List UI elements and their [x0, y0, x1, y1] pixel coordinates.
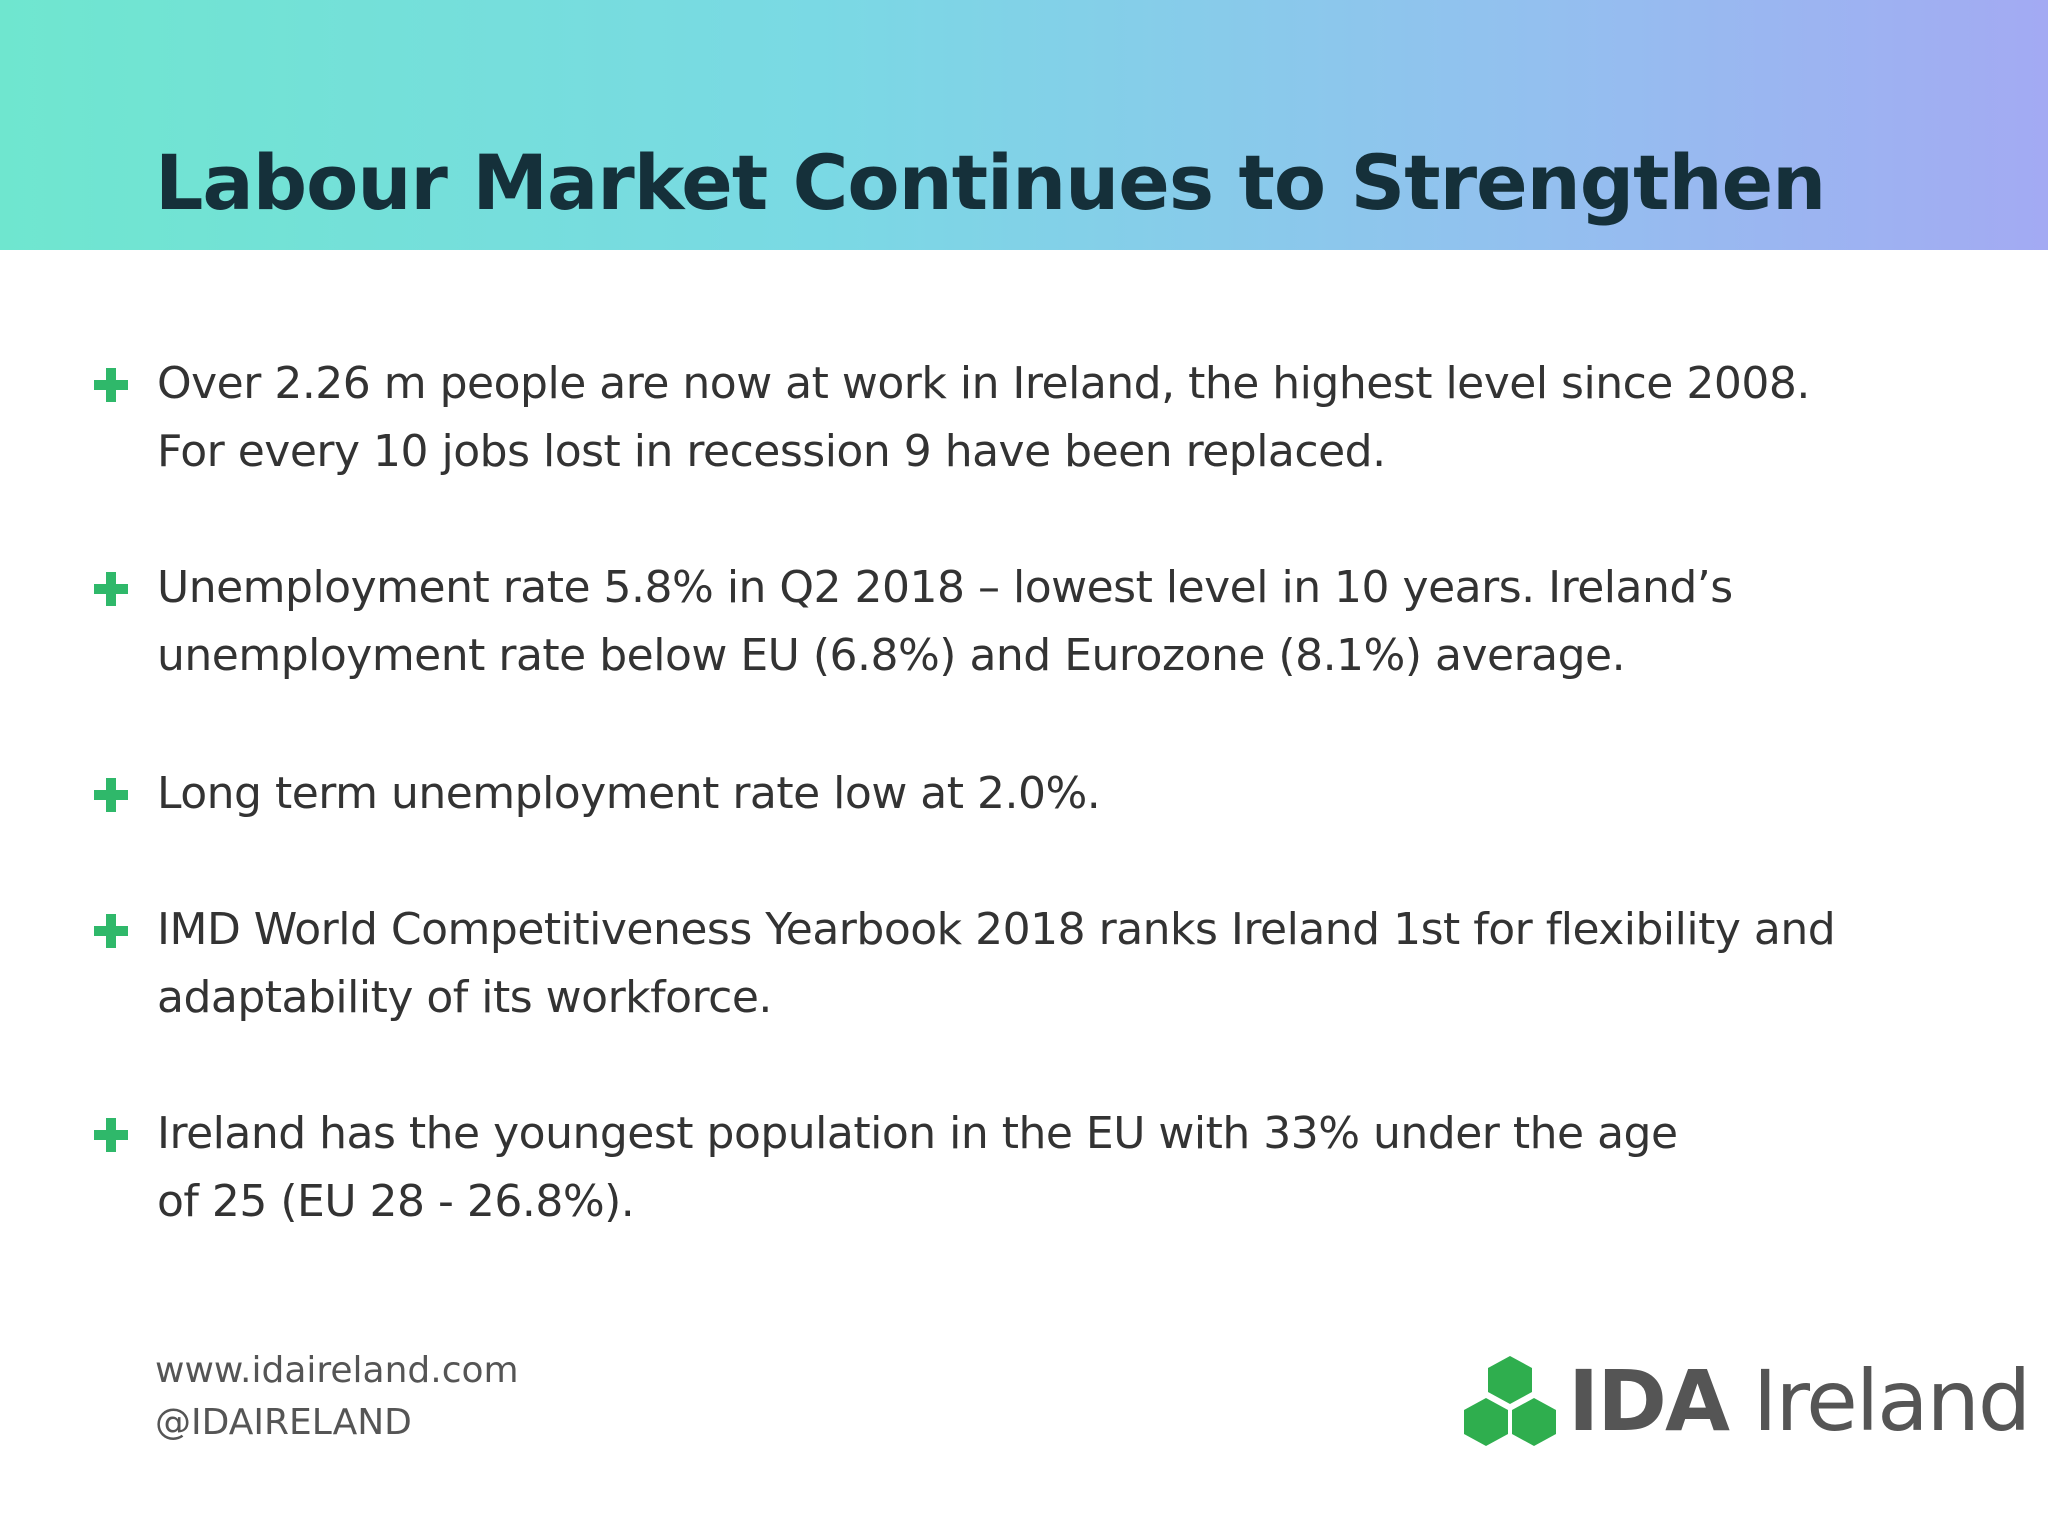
bullet-line: Long term unemployment rate low at 2.0%. — [157, 768, 1101, 819]
bullet-line: Over 2.26 m people are now at work in Ir… — [157, 358, 1810, 409]
bullet-line: IMD World Competitiveness Yearbook 2018 … — [157, 904, 1836, 955]
logo-bold: IDA — [1568, 1352, 1730, 1450]
plus-icon — [94, 368, 128, 402]
plus-icon — [94, 914, 128, 948]
plus-icon — [94, 778, 128, 812]
title: Labour Market Continues to Strengthen — [155, 138, 1826, 227]
plus-icon — [94, 1118, 128, 1152]
bullet-line: of 25 (EU 28 - 26.8%). — [157, 1176, 635, 1227]
plus-icon — [94, 572, 128, 606]
header-band: Labour Market Continues to Strengthen — [0, 0, 2048, 250]
bullet-line: unemployment rate below EU (6.8%) and Eu… — [157, 630, 1626, 681]
website: www.idaireland.com — [155, 1350, 519, 1391]
bullet-line: Unemployment rate 5.8% in Q2 2018 – lowe… — [157, 562, 1733, 613]
logo-icon — [1464, 1356, 1556, 1446]
handle: @IDAIRELAND — [155, 1402, 412, 1443]
bullet-line: For every 10 jobs lost in recession 9 ha… — [157, 426, 1386, 477]
logo-text: IDA Ireland — [1568, 1352, 2032, 1450]
bullet-line: adaptability of its workforce. — [157, 972, 772, 1023]
bullet-line: Ireland has the youngest population in t… — [157, 1108, 1678, 1159]
logo-light: Ireland — [1752, 1352, 2032, 1450]
